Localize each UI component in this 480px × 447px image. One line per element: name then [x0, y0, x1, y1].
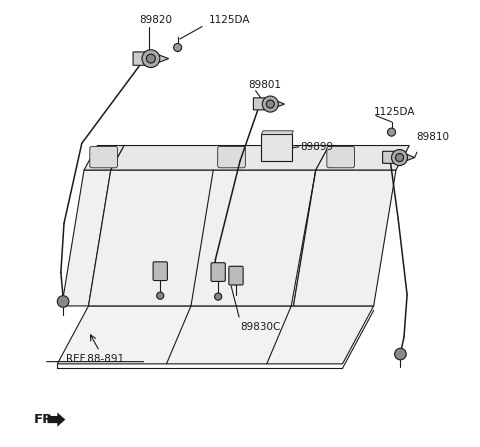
- Polygon shape: [293, 170, 396, 306]
- FancyBboxPatch shape: [211, 263, 225, 282]
- Text: 89801: 89801: [248, 80, 281, 90]
- Polygon shape: [262, 131, 293, 135]
- Polygon shape: [57, 306, 374, 364]
- Circle shape: [387, 128, 396, 136]
- FancyBboxPatch shape: [218, 147, 245, 168]
- Circle shape: [392, 150, 408, 165]
- FancyBboxPatch shape: [90, 147, 118, 168]
- Polygon shape: [253, 98, 285, 110]
- Text: 89810: 89810: [416, 131, 449, 142]
- Circle shape: [174, 43, 181, 51]
- FancyBboxPatch shape: [262, 135, 292, 161]
- Polygon shape: [383, 152, 415, 163]
- Polygon shape: [62, 170, 111, 306]
- Circle shape: [215, 293, 222, 300]
- Circle shape: [396, 153, 404, 161]
- Circle shape: [142, 50, 160, 67]
- FancyBboxPatch shape: [229, 266, 243, 285]
- Circle shape: [146, 54, 156, 63]
- Text: 89830C: 89830C: [240, 322, 280, 332]
- Text: FR.: FR.: [34, 413, 59, 426]
- Circle shape: [262, 96, 278, 112]
- Circle shape: [395, 348, 406, 360]
- FancyBboxPatch shape: [153, 262, 168, 281]
- Polygon shape: [84, 146, 124, 170]
- Text: 89899: 89899: [300, 142, 333, 152]
- Text: 1125DA: 1125DA: [209, 15, 250, 25]
- Polygon shape: [88, 170, 316, 306]
- FancyBboxPatch shape: [327, 147, 355, 168]
- Text: REF.88-891: REF.88-891: [66, 354, 124, 363]
- Text: 89820: 89820: [139, 15, 172, 25]
- Circle shape: [156, 292, 164, 299]
- Polygon shape: [48, 413, 65, 427]
- Circle shape: [57, 295, 69, 307]
- Polygon shape: [133, 52, 168, 65]
- Text: 1125DA: 1125DA: [374, 106, 415, 117]
- Polygon shape: [111, 146, 329, 170]
- Polygon shape: [316, 146, 409, 170]
- Circle shape: [266, 100, 274, 108]
